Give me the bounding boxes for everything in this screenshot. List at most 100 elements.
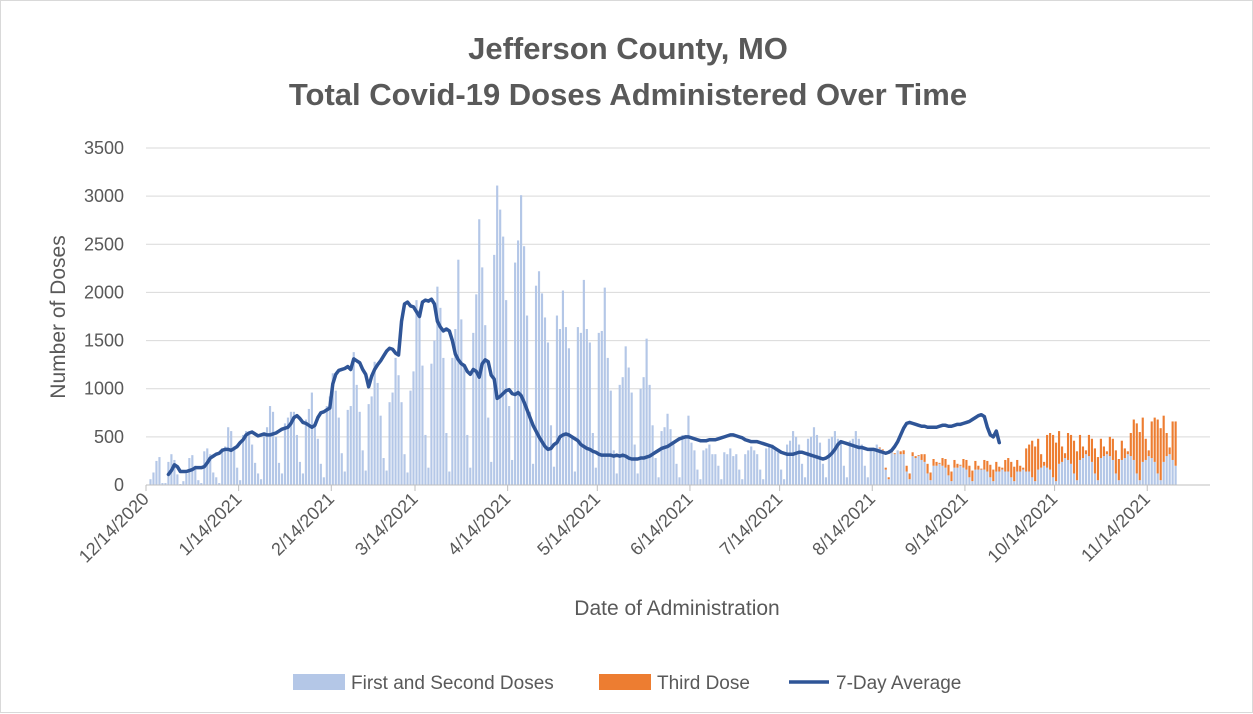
bar-first-second <box>917 456 920 485</box>
bar-first-second <box>750 446 753 485</box>
bar-third-dose <box>971 470 974 482</box>
bar-first-second <box>1162 461 1165 485</box>
bar-first-second <box>412 371 415 485</box>
bar-first-second <box>567 348 570 485</box>
bar-first-second <box>845 477 848 485</box>
x-tick-label: 10/14/2021 <box>984 489 1062 567</box>
bar-third-dose <box>1102 446 1105 457</box>
bar-first-second <box>1132 459 1135 485</box>
bar-first-second <box>418 309 421 485</box>
bar-first-second <box>215 477 218 485</box>
bar-first-second <box>1010 477 1013 485</box>
bar-first-second <box>851 438 854 485</box>
bar-first-second <box>340 453 343 485</box>
bar-first-second <box>206 448 209 485</box>
bar-first-second <box>466 434 469 485</box>
bar-third-dose <box>1025 448 1028 472</box>
bar-first-second <box>714 454 717 485</box>
bar-first-second <box>1120 459 1123 485</box>
bar-third-dose <box>1013 466 1016 482</box>
bar-first-second <box>1049 469 1052 485</box>
bar-first-second <box>839 442 842 485</box>
bar-first-second <box>708 444 711 485</box>
bar-third-dose <box>1087 434 1091 457</box>
bar-first-second <box>654 458 657 485</box>
bar-third-dose <box>1043 461 1046 466</box>
bar-first-second <box>926 473 929 485</box>
bar-first-second <box>576 327 579 485</box>
bar-third-dose <box>1156 419 1159 474</box>
bar-third-dose <box>1129 433 1132 457</box>
bar-first-second <box>185 473 188 485</box>
y-tick-label: 3000 <box>84 186 124 206</box>
bar-first-second <box>791 431 795 485</box>
bar-first-second <box>451 357 454 485</box>
bar-first-second <box>361 450 364 485</box>
bar-first-second <box>1007 471 1010 485</box>
x-tick-label: 8/14/2021 <box>808 489 879 560</box>
bar-first-second <box>642 377 645 485</box>
bar-first-second <box>558 329 562 485</box>
bar-third-dose <box>923 454 926 462</box>
bar-first-second <box>406 472 409 485</box>
bar-third-dose <box>962 459 965 468</box>
bar-first-second <box>857 438 860 485</box>
bar-first-second <box>424 434 427 485</box>
bar-first-second <box>274 436 278 485</box>
bar-first-second <box>1057 463 1061 485</box>
bar-first-second <box>597 332 600 485</box>
bar-first-second <box>1019 471 1022 485</box>
bar-third-dose <box>941 458 944 466</box>
bar-first-second <box>768 446 771 485</box>
bar-third-dose <box>1159 428 1162 481</box>
bar-first-second <box>965 469 968 485</box>
bar-third-dose <box>1099 438 1102 459</box>
bar-first-second <box>1072 473 1076 485</box>
chart-title: Jefferson County, MO <box>468 31 788 66</box>
bar-third-dose <box>1126 451 1129 455</box>
bar-first-second <box>842 465 845 485</box>
bar-first-second <box>911 456 914 485</box>
bar-first-second <box>884 469 887 485</box>
y-tick-label: 500 <box>94 427 124 447</box>
bar-first-second <box>794 436 798 485</box>
bar-third-dose <box>938 462 941 464</box>
bar-first-second <box>543 317 547 485</box>
bar-first-second <box>280 473 284 485</box>
bar-first-second <box>292 411 296 485</box>
bar-first-second <box>732 456 735 485</box>
bar-first-second <box>454 329 457 485</box>
bar-first-second <box>809 436 813 485</box>
bar-first-second <box>555 315 559 485</box>
bar-first-second <box>531 463 535 485</box>
bar-first-second <box>633 444 636 485</box>
bar-first-second <box>149 479 152 485</box>
bar-first-second <box>878 448 881 485</box>
bar-first-second <box>251 444 254 485</box>
bar-third-dose <box>1049 433 1052 470</box>
bar-third-dose <box>1084 450 1088 455</box>
bar-first-second <box>783 479 786 485</box>
bar-first-second <box>197 480 200 485</box>
bar-first-second <box>271 411 275 485</box>
bar-first-second <box>1075 480 1079 485</box>
bar-first-second <box>675 463 678 485</box>
bar-first-second <box>818 442 822 485</box>
bar-first-second <box>863 465 866 485</box>
bar-third-dose <box>995 461 998 472</box>
bar-first-second <box>475 294 478 485</box>
bar-first-second <box>824 477 828 485</box>
bar-first-second <box>929 480 932 485</box>
bar-first-second <box>932 465 935 485</box>
bar-third-dose <box>1072 440 1076 474</box>
bar-first-second <box>848 440 851 485</box>
bar-first-second <box>173 459 176 485</box>
bar-first-second <box>265 427 269 485</box>
bars <box>149 185 1177 485</box>
bar-third-dose <box>1147 450 1150 457</box>
x-tick-label: 2/14/2021 <box>267 489 338 560</box>
bar-first-second <box>603 287 606 485</box>
bar-first-second <box>549 425 553 485</box>
bar-first-second <box>836 438 839 485</box>
bar-first-second <box>585 329 588 485</box>
